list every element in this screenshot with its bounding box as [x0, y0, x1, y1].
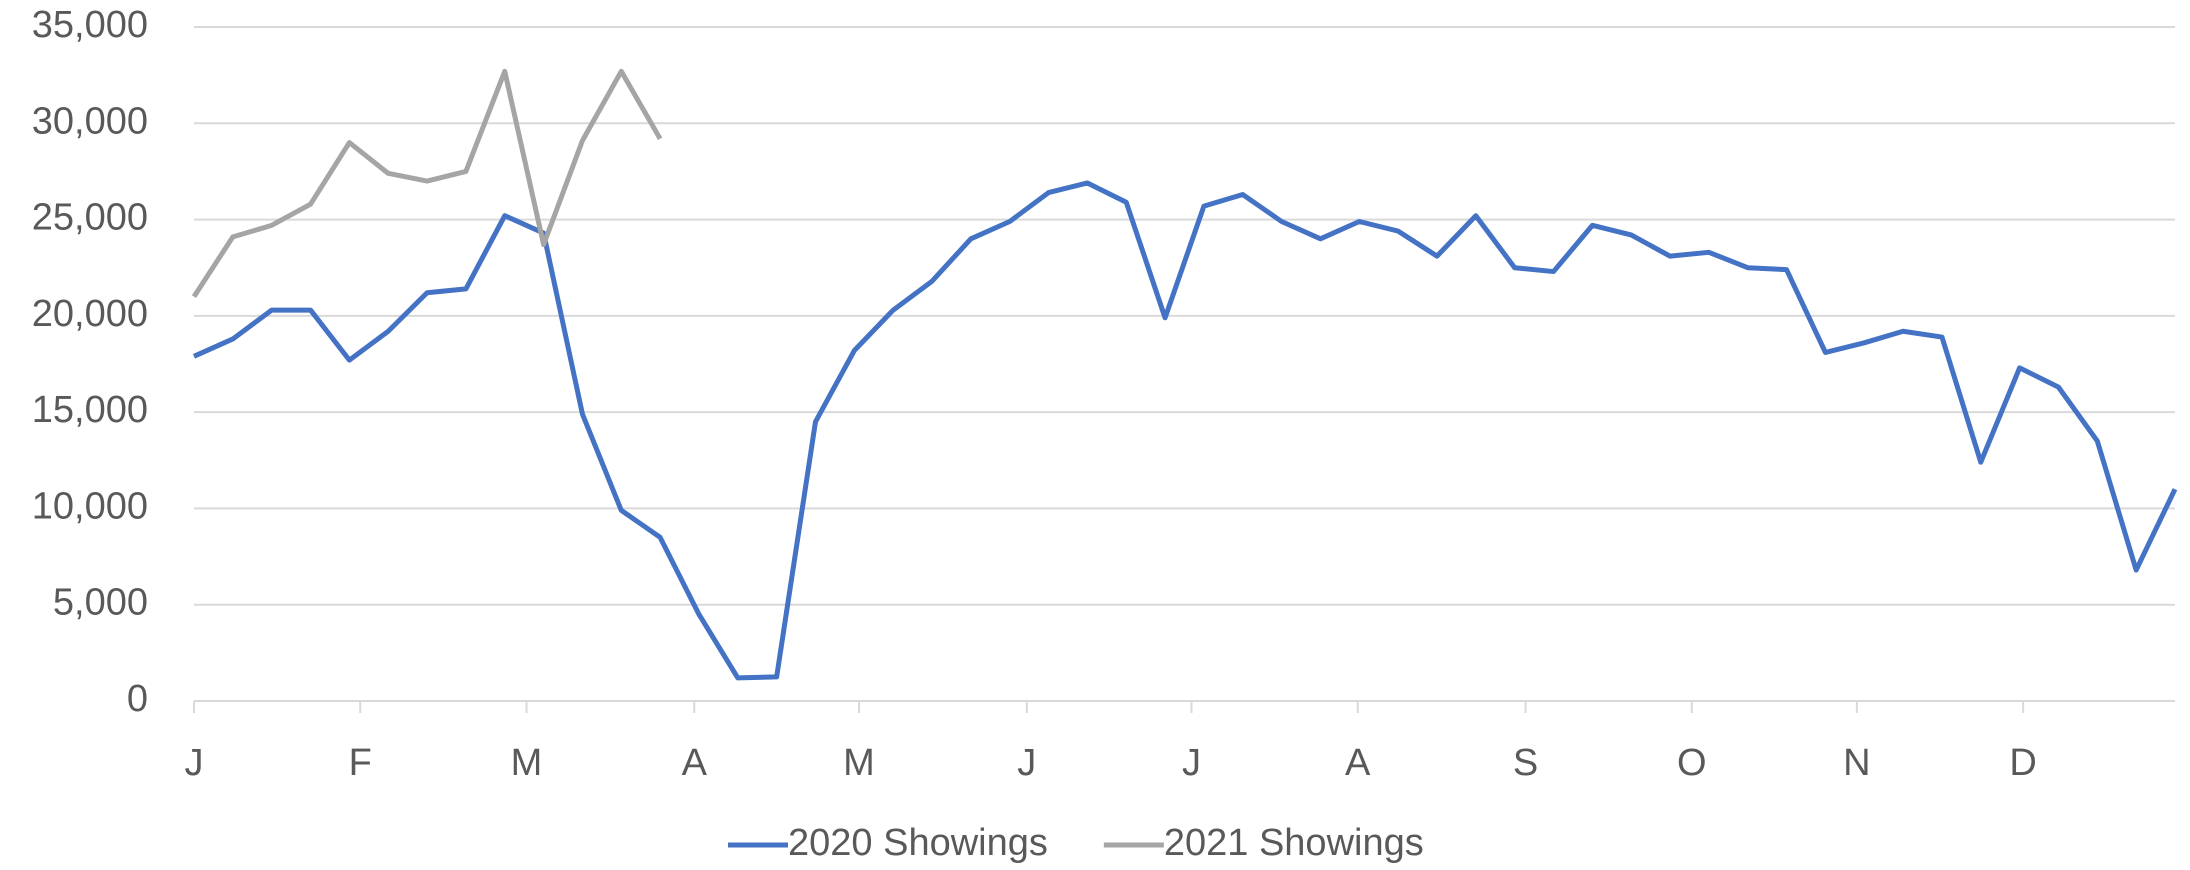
x-tick-label: S [1513, 742, 1538, 784]
x-tick-label: A [1345, 742, 1371, 784]
x-tick-label: J [1017, 742, 1036, 784]
x-tick-label: M [843, 742, 875, 784]
x-tick-label: O [1677, 742, 1707, 784]
y-tick-label: 0 [127, 678, 148, 720]
y-tick-label: 10,000 [32, 485, 148, 527]
x-tick-label: A [682, 742, 708, 784]
x-tick-label: N [1843, 742, 1870, 784]
legend-label: 2021 Showings [1164, 822, 1424, 864]
x-tick-label: J [1182, 742, 1201, 784]
line-series [192, 180, 2178, 681]
x-tick-label: D [2009, 742, 2036, 784]
x-tick-label: J [185, 742, 204, 784]
y-tick-label: 30,000 [32, 100, 148, 142]
y-tick-label: 20,000 [32, 293, 148, 335]
y-tick-label: 35,000 [32, 4, 148, 46]
y-tick-label: 25,000 [32, 197, 148, 239]
x-tick-label: M [511, 742, 543, 784]
y-tick-label: 5,000 [53, 582, 148, 624]
line-series [191, 68, 663, 298]
x-tick-label: F [349, 742, 372, 784]
y-tick-label: 15,000 [32, 389, 148, 431]
legend-label: 2020 Showings [788, 822, 1048, 864]
